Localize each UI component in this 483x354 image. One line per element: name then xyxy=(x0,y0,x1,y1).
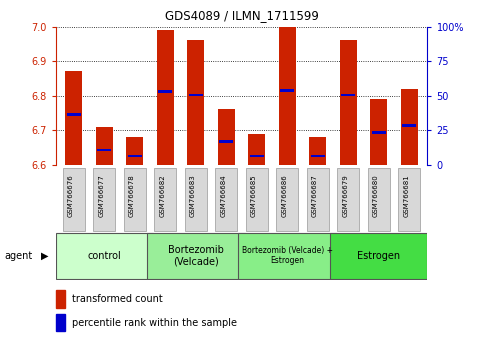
FancyBboxPatch shape xyxy=(124,168,146,230)
Bar xyxy=(371,131,386,134)
Text: Estrogen: Estrogen xyxy=(357,251,400,261)
FancyBboxPatch shape xyxy=(94,168,115,230)
Bar xyxy=(370,99,387,165)
Bar xyxy=(218,109,235,165)
Bar xyxy=(341,94,355,96)
Bar xyxy=(56,314,65,331)
Bar xyxy=(280,89,294,92)
Text: GSM766684: GSM766684 xyxy=(220,175,226,217)
FancyBboxPatch shape xyxy=(246,168,268,230)
FancyBboxPatch shape xyxy=(398,168,420,230)
Bar xyxy=(158,90,172,93)
FancyBboxPatch shape xyxy=(147,233,244,279)
Bar xyxy=(96,127,113,165)
Text: GSM766685: GSM766685 xyxy=(251,175,257,217)
Text: GSM766678: GSM766678 xyxy=(129,175,135,217)
Text: GSM766686: GSM766686 xyxy=(281,175,287,217)
Text: GSM766676: GSM766676 xyxy=(68,175,74,217)
FancyBboxPatch shape xyxy=(239,233,336,279)
Bar xyxy=(187,40,204,165)
Text: Bortezomib
(Velcade): Bortezomib (Velcade) xyxy=(168,245,224,267)
FancyBboxPatch shape xyxy=(368,168,389,230)
Text: transformed count: transformed count xyxy=(72,294,163,304)
FancyBboxPatch shape xyxy=(63,168,85,230)
Bar xyxy=(219,140,233,143)
FancyBboxPatch shape xyxy=(337,168,359,230)
Bar xyxy=(66,72,82,165)
Text: GDS4089 / ILMN_1711599: GDS4089 / ILMN_1711599 xyxy=(165,9,318,22)
Text: GSM766681: GSM766681 xyxy=(403,175,409,217)
FancyBboxPatch shape xyxy=(276,168,298,230)
Bar xyxy=(128,155,142,157)
FancyBboxPatch shape xyxy=(330,233,427,279)
Bar xyxy=(157,30,174,165)
Bar xyxy=(67,113,81,116)
Text: percentile rank within the sample: percentile rank within the sample xyxy=(72,318,237,328)
Bar xyxy=(402,124,416,127)
Bar xyxy=(311,155,325,157)
Text: Bortezomib (Velcade) +
Estrogen: Bortezomib (Velcade) + Estrogen xyxy=(242,246,333,266)
Bar xyxy=(340,40,356,165)
Bar xyxy=(97,149,112,151)
Text: ▶: ▶ xyxy=(41,251,49,261)
Bar xyxy=(401,89,417,165)
Text: GSM766687: GSM766687 xyxy=(312,175,318,217)
FancyBboxPatch shape xyxy=(215,168,237,230)
Text: GSM766683: GSM766683 xyxy=(190,175,196,217)
Text: agent: agent xyxy=(5,251,33,261)
Bar xyxy=(56,290,65,308)
Text: control: control xyxy=(87,251,121,261)
Text: GSM766679: GSM766679 xyxy=(342,175,348,217)
Text: GSM766680: GSM766680 xyxy=(373,175,379,217)
Text: GSM766682: GSM766682 xyxy=(159,175,165,217)
Bar xyxy=(189,94,203,96)
FancyBboxPatch shape xyxy=(155,168,176,230)
Bar xyxy=(279,27,296,165)
FancyBboxPatch shape xyxy=(56,233,153,279)
Bar xyxy=(309,137,326,165)
FancyBboxPatch shape xyxy=(185,168,207,230)
Bar xyxy=(250,155,264,157)
Text: GSM766677: GSM766677 xyxy=(99,175,104,217)
Bar xyxy=(248,133,265,165)
Bar xyxy=(127,137,143,165)
FancyBboxPatch shape xyxy=(307,168,328,230)
